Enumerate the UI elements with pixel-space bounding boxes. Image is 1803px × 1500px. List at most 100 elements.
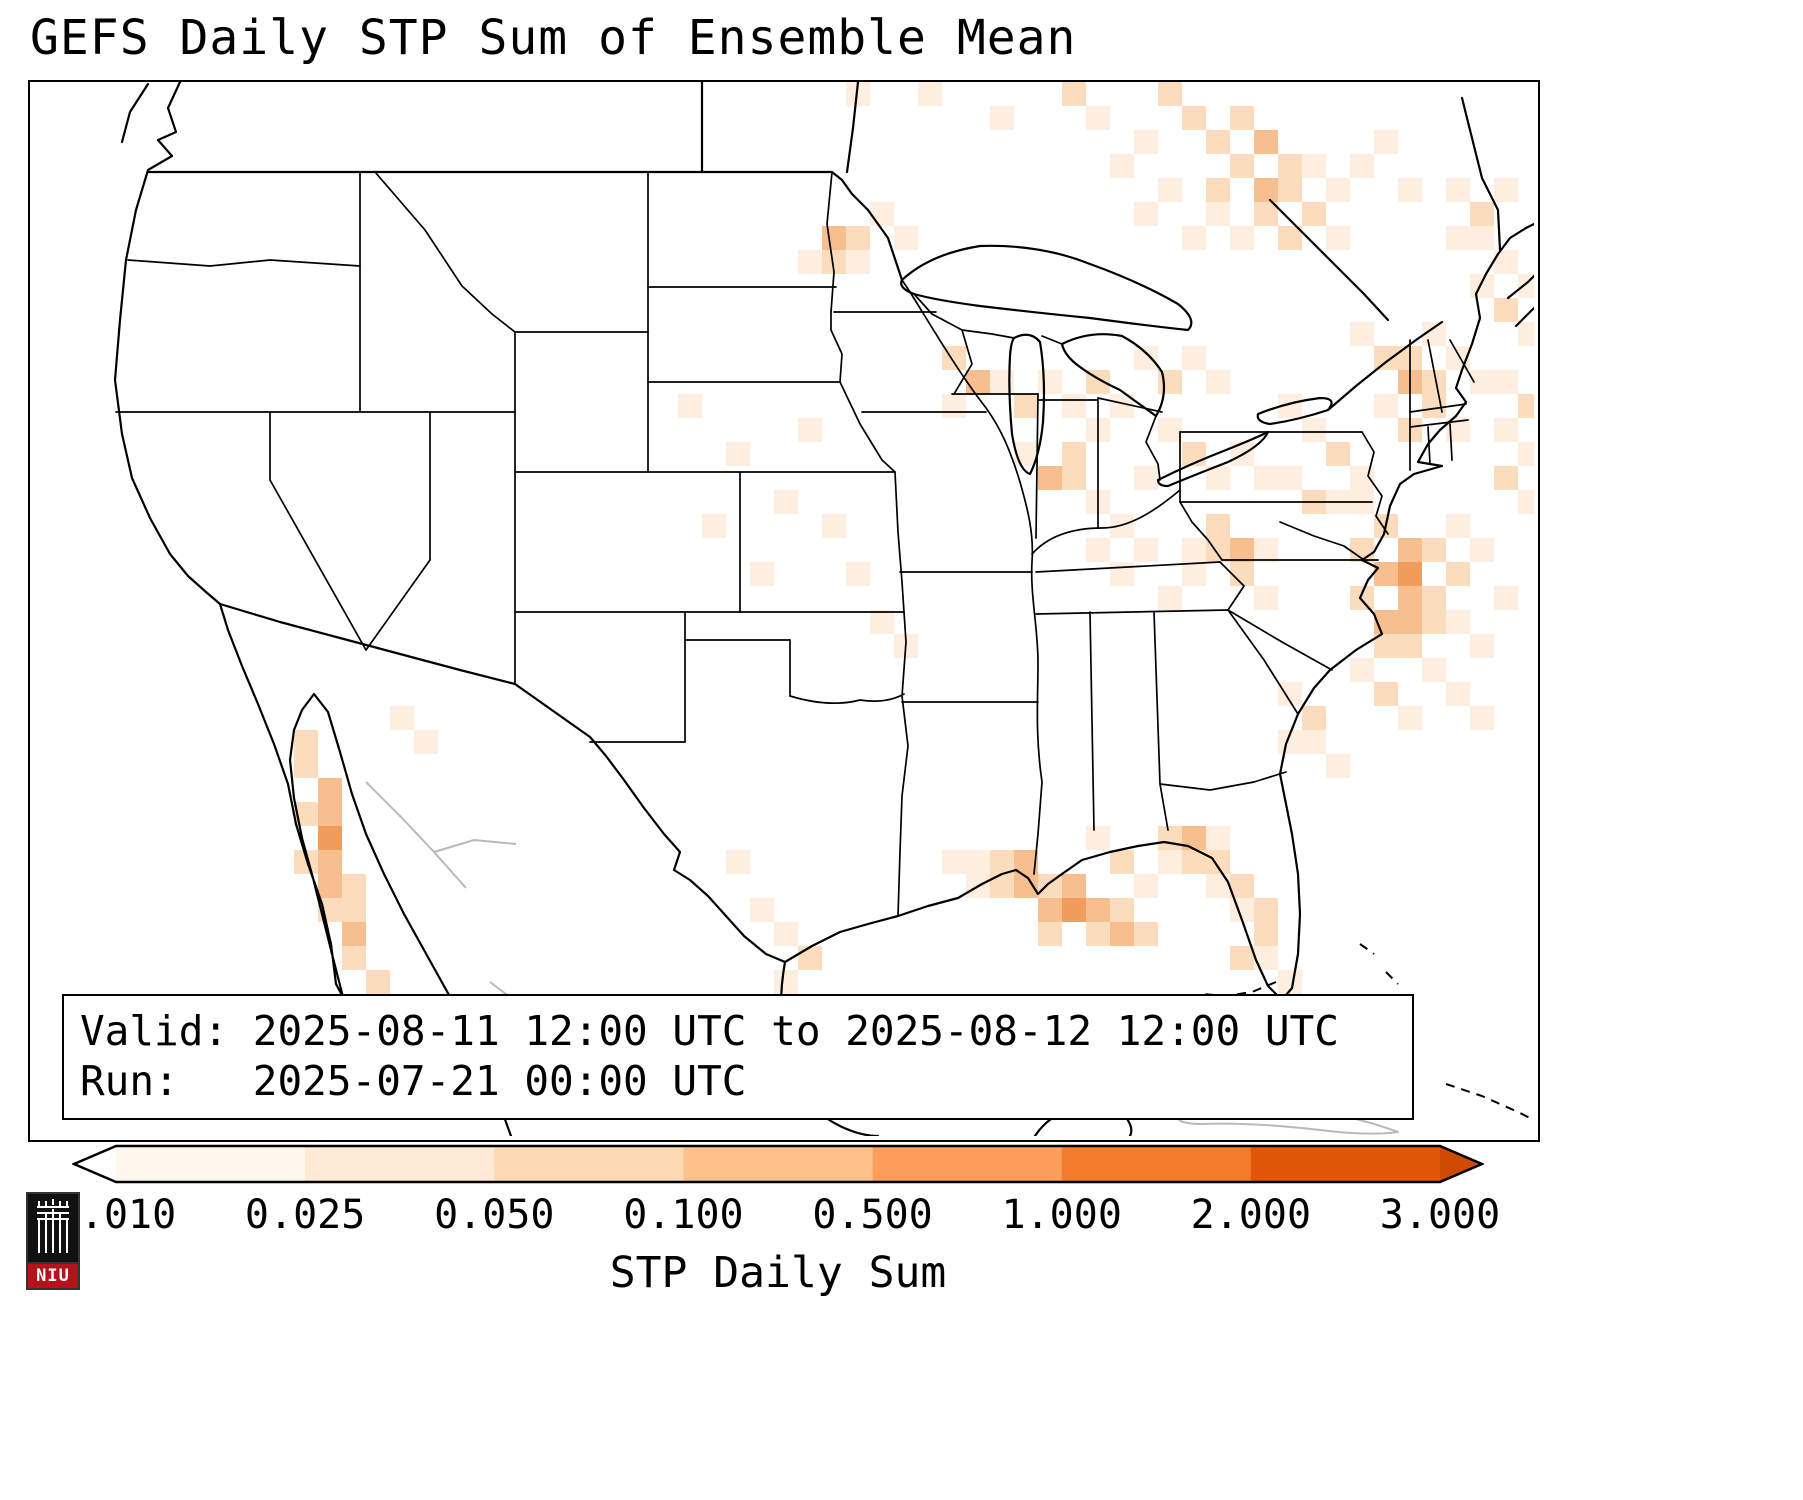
stp-cell: [1278, 154, 1302, 178]
stp-cell: [1158, 82, 1182, 106]
stp-cell: [1206, 514, 1230, 538]
stp-cell: [1014, 394, 1038, 418]
stp-cell: [1206, 874, 1230, 898]
stp-cell: [1302, 418, 1326, 442]
stp-cell: [1350, 586, 1374, 610]
stp-cell: [1158, 826, 1182, 850]
stp-cell: [1494, 178, 1518, 202]
stp-cell: [1230, 226, 1254, 250]
stp-cell: [1446, 514, 1470, 538]
stp-cell: [702, 514, 726, 538]
stp-cell: [1326, 226, 1350, 250]
stp-cell: [774, 922, 798, 946]
stp-cell: [1230, 946, 1254, 970]
stp-cell: [1254, 202, 1278, 226]
colorbar-axis-label: STP Daily Sum: [609, 1248, 947, 1298]
stp-cell: [1470, 634, 1494, 658]
stp-cell: [1470, 706, 1494, 730]
us-map: [113, 82, 1534, 1136]
colorbar-segment: [1250, 1146, 1441, 1182]
niu-castle-icon: [26, 1192, 80, 1264]
stp-cell: [1062, 874, 1086, 898]
stp-cell: [1134, 130, 1158, 154]
stp-cell: [1350, 322, 1374, 346]
stp-cell: [966, 370, 990, 394]
stp-cell: [1110, 850, 1134, 874]
stp-cell: [1038, 898, 1062, 922]
stp-cell: [1326, 178, 1350, 202]
stp-cell: [318, 802, 342, 826]
page-title: GEFS Daily STP Sum of Ensemble Mean: [30, 10, 1077, 66]
colorbar-segment: [494, 1146, 685, 1182]
stp-cell: [1206, 370, 1230, 394]
stp-cell: [1206, 178, 1230, 202]
stp-cell: [1182, 538, 1206, 562]
colorbar-outline: [72, 1144, 1484, 1184]
stp-cell: [846, 226, 870, 250]
stp-cell: [1302, 706, 1326, 730]
stp-cell: [1374, 634, 1398, 658]
map-frame: Valid: 2025-08-11 12:00 UTC to 2025-08-1…: [28, 80, 1540, 1142]
stp-cell: [1446, 610, 1470, 634]
stp-cell: [342, 898, 366, 922]
stp-cell: [918, 82, 942, 106]
stp-cell: [342, 922, 366, 946]
stp-cell: [942, 850, 966, 874]
stp-cell: [822, 226, 846, 250]
colorbar-tick-label: 1.000: [1001, 1192, 1122, 1238]
colorbar-tick-label: 2.000: [1190, 1192, 1312, 1238]
stp-cell: [1470, 538, 1494, 562]
stp-cell: [1254, 130, 1278, 154]
stp-cell: [846, 250, 870, 274]
stp-cell: [798, 250, 822, 274]
stp-cell: [798, 946, 822, 970]
stp-cell: [1230, 106, 1254, 130]
colorbar: [72, 1144, 1484, 1184]
stp-cell: [1422, 538, 1446, 562]
stp-cell: [1254, 538, 1278, 562]
colorbar-segment: [305, 1146, 495, 1182]
stp-cell: [1110, 898, 1134, 922]
stp-cell: [1398, 586, 1422, 610]
stp-cell: [1110, 562, 1134, 586]
valid-time-text: Valid: 2025-08-11 12:00 UTC to 2025-08-1…: [80, 1007, 1339, 1055]
stp-cell: [1470, 202, 1494, 226]
stp-cell: [1278, 466, 1302, 490]
stp-cell: [1374, 130, 1398, 154]
stp-cell: [1062, 466, 1086, 490]
state-boundaries: [115, 171, 1475, 917]
stp-cell: [1230, 874, 1254, 898]
stp-cell: [822, 514, 846, 538]
stp-cell: [1158, 850, 1182, 874]
stp-cell: [1206, 826, 1230, 850]
stp-cell: [1134, 922, 1158, 946]
stp-cell: [1254, 178, 1278, 202]
stp-cell: [942, 394, 966, 418]
stp-cell: [1398, 706, 1422, 730]
stp-cell: [1326, 754, 1350, 778]
stp-cell: [1494, 466, 1518, 490]
stp-cell: [870, 202, 894, 226]
stp-cell: [1374, 394, 1398, 418]
stp-cell: [894, 226, 918, 250]
colorbar-tick-label: 0.050: [434, 1192, 555, 1238]
stp-cell: [1110, 922, 1134, 946]
stp-cell: [1422, 586, 1446, 610]
stp-cell: [1518, 490, 1534, 514]
stp-cell: [678, 394, 702, 418]
stp-cell: [750, 562, 774, 586]
stp-cell: [990, 106, 1014, 130]
stp-cell: [1446, 562, 1470, 586]
run-time-text: Run: 2025-07-21 00:00 UTC: [80, 1057, 747, 1106]
colorbar-tick-label: 0.100: [623, 1192, 744, 1238]
stp-cell: [1446, 178, 1470, 202]
stp-cell: [1062, 82, 1086, 106]
stp-cell: [1254, 466, 1278, 490]
stp-cell: [1206, 130, 1230, 154]
stp-cell: [870, 610, 894, 634]
stp-cell: [1062, 898, 1086, 922]
colorbar-tick-label: 3.000: [1379, 1192, 1501, 1238]
stp-cell: [1398, 562, 1422, 586]
stp-cell: [1302, 202, 1326, 226]
